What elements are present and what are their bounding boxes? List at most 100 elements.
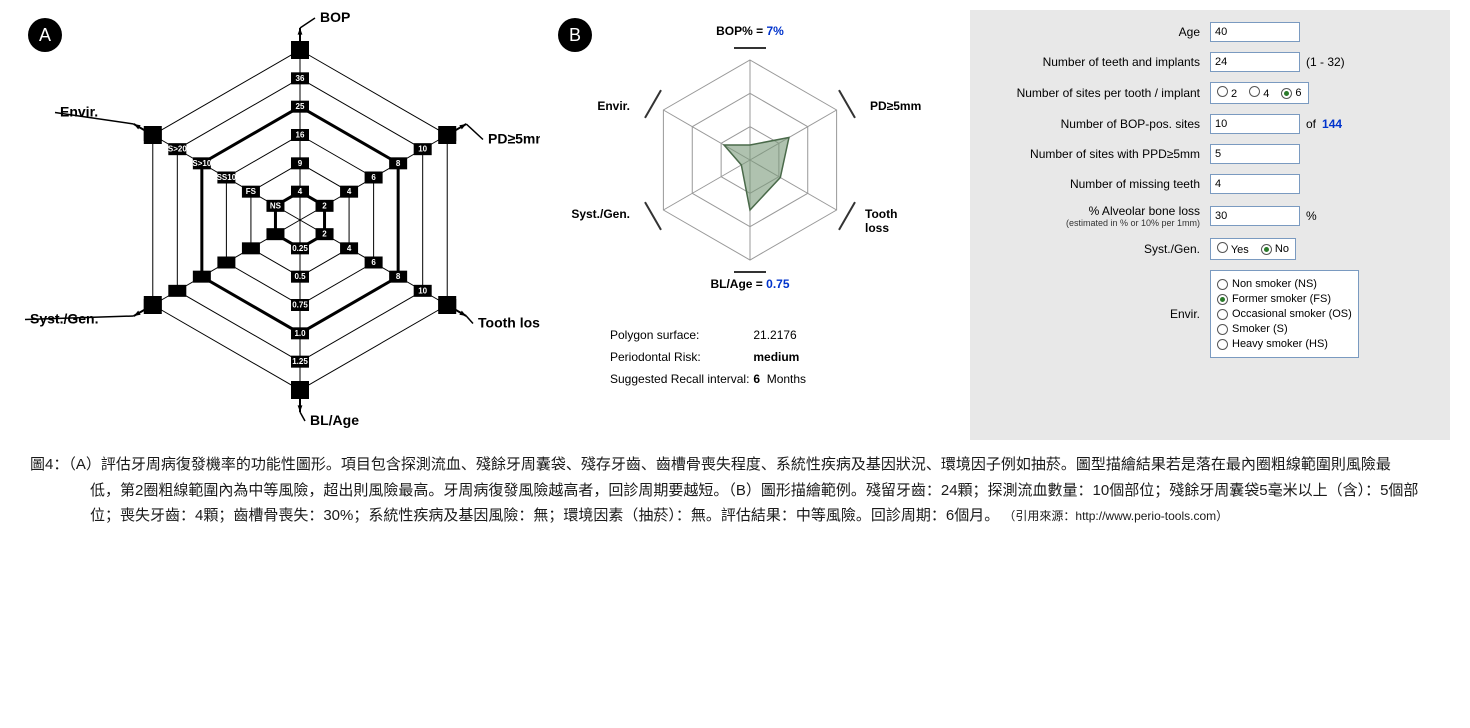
svg-text:4: 4: [347, 244, 352, 253]
text-input[interactable]: [1210, 114, 1300, 134]
form-label: Syst./Gen.: [980, 242, 1210, 256]
radio-option[interactable]: Occasional smoker (OS): [1217, 308, 1352, 320]
form-control: %: [1210, 206, 1317, 226]
svg-text:S>20: S>20: [168, 145, 187, 154]
svg-text:1.0: 1.0: [294, 329, 306, 338]
panel-b-left: BOP% = 7%PD≥5mmToothlossBL/Age = 0.75Sys…: [550, 10, 950, 440]
radio-icon[interactable]: [1217, 324, 1228, 335]
radio-icon[interactable]: [1217, 294, 1228, 305]
text-input[interactable]: [1210, 22, 1300, 42]
svg-text:2: 2: [322, 201, 327, 210]
svg-text:Syst./Gen.: Syst./Gen.: [571, 207, 630, 221]
form-row-0: Age: [980, 22, 1440, 42]
form-row-3: Number of BOP-pos. sitesof144: [980, 114, 1440, 134]
svg-text:9: 9: [298, 159, 303, 168]
svg-text:loss: loss: [865, 221, 889, 235]
svg-text:S>10: S>10: [192, 159, 211, 168]
risk-value: medium: [753, 350, 799, 364]
svg-text:36: 36: [296, 74, 305, 83]
panel-b-badge: B: [558, 18, 592, 52]
text-input[interactable]: [1210, 206, 1300, 226]
svg-text:BOP% = 7%: BOP% = 7%: [716, 24, 784, 38]
form-control: of144: [1210, 114, 1342, 134]
form-control: 2 4 6: [1210, 82, 1309, 104]
radio-label: 6: [1292, 87, 1301, 99]
input-suffix: %: [1306, 209, 1317, 223]
svg-text:NS: NS: [270, 201, 282, 210]
form-label: Number of BOP-pos. sites: [980, 117, 1210, 131]
risk-label: Periodontal Risk:: [610, 350, 750, 364]
panel-a-badge: A: [28, 18, 62, 52]
svg-text:0.75: 0.75: [292, 301, 308, 310]
form-row-7: Syst./Gen. Yes No: [980, 238, 1440, 260]
form-row-4: Number of sites with PPD≥5mm: [980, 144, 1440, 164]
radio-icon[interactable]: [1217, 339, 1228, 350]
svg-text:0.25: 0.25: [292, 244, 308, 253]
form-control: [1210, 144, 1300, 164]
radio-label: 4: [1260, 88, 1269, 100]
radio-option[interactable]: Heavy smoker (HS): [1217, 338, 1352, 350]
radio-icon[interactable]: [1217, 309, 1228, 320]
radio-icon[interactable]: [1217, 86, 1228, 97]
radio-label: Former smoker (FS): [1232, 293, 1331, 305]
svg-text:BL/Age = 0.75: BL/Age = 0.75: [710, 277, 789, 291]
svg-text:Envir.: Envir.: [597, 99, 630, 113]
radio-option[interactable]: 4: [1249, 86, 1269, 100]
radio-option[interactable]: Smoker (S): [1217, 323, 1352, 335]
radio-option[interactable]: Yes: [1217, 242, 1249, 256]
radio-option[interactable]: No: [1261, 243, 1289, 255]
svg-text:SS10: SS10: [217, 173, 237, 182]
recall-value: 6: [753, 372, 760, 386]
input-suffix: (1 - 32): [1306, 55, 1345, 69]
radio-option[interactable]: Non smoker (NS): [1217, 278, 1352, 290]
radio-icon[interactable]: [1281, 88, 1292, 99]
form-control: Yes No: [1210, 238, 1296, 260]
form-label: Age: [980, 25, 1210, 39]
svg-text:0.5: 0.5: [294, 272, 306, 281]
svg-text:6: 6: [371, 173, 376, 182]
radio-list: Non smoker (NS) Former smoker (FS) Occasio…: [1210, 270, 1359, 358]
radio-icon[interactable]: [1217, 279, 1228, 290]
radio-label: Occasional smoker (OS): [1232, 308, 1352, 320]
form-row-1: Number of teeth and implants (1 - 32): [980, 52, 1440, 72]
svg-text:BL/Age: BL/Age: [310, 412, 359, 428]
svg-text:PD≥5mm: PD≥5mm: [488, 131, 540, 147]
radio-icon[interactable]: [1249, 86, 1260, 97]
radio-option[interactable]: Former smoker (FS): [1217, 293, 1352, 305]
svg-text:Tooth: Tooth: [865, 207, 897, 221]
radio-option[interactable]: 6: [1281, 87, 1301, 99]
svg-text:FS: FS: [246, 187, 257, 196]
form-label: Number of missing teeth: [980, 177, 1210, 191]
radio-label: Non smoker (NS): [1232, 278, 1317, 290]
radio-option[interactable]: 2: [1217, 86, 1237, 100]
caption-lead: 圖4：: [30, 456, 68, 473]
surface-label: Polygon surface:: [610, 328, 750, 342]
text-input[interactable]: [1210, 174, 1300, 194]
form-control: [1210, 174, 1300, 194]
svg-text:6: 6: [371, 258, 376, 267]
svg-text:4: 4: [347, 187, 352, 196]
figure-caption: 圖4：（A）評估牙周病復發機率的功能性圖形。項目包含探測流血、殘餘牙周囊袋、殘存…: [30, 452, 1450, 529]
form-label: Number of teeth and implants: [980, 55, 1210, 69]
radio-icon[interactable]: [1261, 244, 1272, 255]
svg-text:10: 10: [418, 286, 427, 295]
text-input[interactable]: [1210, 52, 1300, 72]
text-input[interactable]: [1210, 144, 1300, 164]
panels-row: A 49162536>50246810>12246810>120.250.50.…: [20, 10, 1450, 440]
form-panel: AgeNumber of teeth and implants(1 - 32)N…: [970, 10, 1450, 440]
input-suffix-value: 144: [1322, 117, 1342, 131]
svg-text:4: 4: [298, 187, 303, 196]
figure-container: A 49162536>50246810>12246810>120.250.50.…: [0, 0, 1470, 539]
radio-icon[interactable]: [1217, 242, 1228, 253]
svg-text:16: 16: [296, 131, 305, 140]
surface-value: 21.2176: [753, 328, 796, 342]
panel-a: A 49162536>50246810>12246810>120.250.50.…: [20, 10, 540, 440]
form-control: [1210, 22, 1300, 42]
form-label: Number of sites per tooth / implant: [980, 86, 1210, 100]
svg-text:10: 10: [418, 145, 427, 154]
form-label: Envir.: [980, 307, 1210, 321]
svg-text:1.25: 1.25: [292, 357, 308, 366]
form-row-6: % Alveolar bone loss(estimated in % or 1…: [980, 204, 1440, 228]
radio-label: Heavy smoker (HS): [1232, 338, 1328, 350]
radio-label: 2: [1228, 88, 1237, 100]
